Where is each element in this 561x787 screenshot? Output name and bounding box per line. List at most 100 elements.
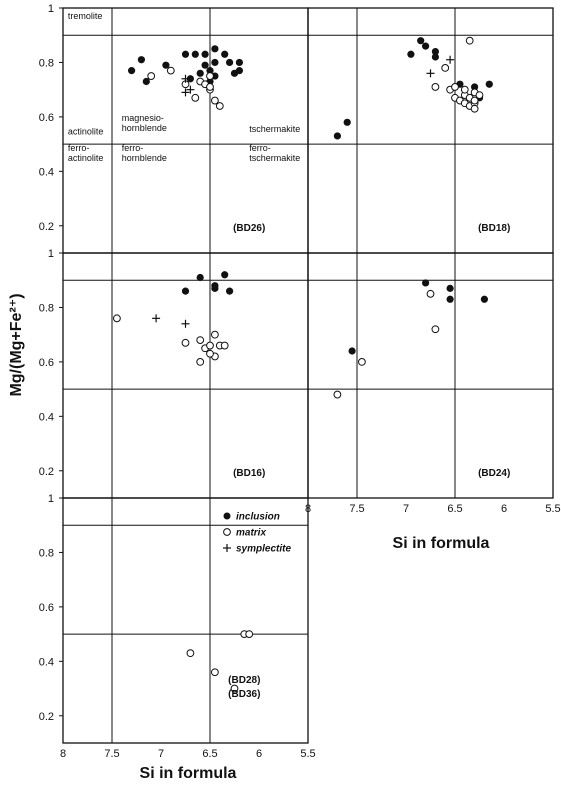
- inclusion-point: [446, 295, 454, 303]
- matrix-point: [196, 336, 205, 345]
- y-tick-label: 1: [48, 3, 54, 15]
- inclusion-point: [211, 284, 219, 292]
- matrix-point: [441, 63, 450, 72]
- inclusion-point: [221, 50, 229, 58]
- matrix-point: [470, 96, 479, 105]
- symplectite-point: [181, 74, 190, 83]
- x-axis-ticks-right: 8 7.5 7 6.5 6 5.5: [305, 503, 561, 515]
- symplectite-point: [181, 319, 190, 328]
- x-tick-label: 7.5: [349, 503, 364, 515]
- inclusion-point: [485, 80, 493, 88]
- field-label: tremolite: [68, 11, 103, 21]
- inclusion-point: [235, 58, 243, 67]
- panel-bd18: (BD18): [307, 7, 554, 254]
- matrix-point: [358, 357, 366, 366]
- x-tick-label: 5.5: [300, 748, 315, 760]
- inclusion-point: [201, 61, 209, 69]
- sample-label: (BD24): [478, 468, 510, 479]
- matrix-point: [426, 289, 435, 298]
- y-tick-label: 0.4: [39, 166, 54, 178]
- inclusion-point: [221, 271, 229, 279]
- field-label: ferro-tschermakite: [249, 143, 300, 163]
- x-tick-label: 8: [60, 748, 66, 760]
- inclusion-point: [431, 47, 439, 56]
- field-label: magnesio-hornblende: [122, 113, 167, 133]
- legend-label: inclusion: [236, 512, 280, 523]
- inclusion-point: [211, 45, 219, 53]
- symplectite-point: [181, 88, 190, 97]
- y-tick-label: 1: [48, 493, 54, 505]
- x-axis-ticks-bottom: 8 7.5 7 6.5 6 5.5: [60, 748, 316, 760]
- panel-bd28bd36: (BD28) (BD36): [62, 497, 309, 744]
- y-tick-label: 0.8: [39, 547, 54, 559]
- inclusion-point: [226, 287, 234, 295]
- sample-label: (BD28) (BD36): [228, 675, 260, 700]
- matrix-point: [196, 357, 205, 366]
- inclusion-point: [417, 37, 425, 45]
- field-label: tschermakite: [249, 124, 300, 134]
- y-tick-label: 0.2: [39, 466, 54, 478]
- x-tick-label: 7: [403, 503, 409, 515]
- symplectite-point: [446, 55, 455, 64]
- matrix-point: [333, 390, 342, 399]
- inclusion-point: [186, 75, 194, 83]
- y-tick-label: 0.6: [39, 112, 54, 124]
- y-tick-label: 1: [48, 248, 54, 260]
- inclusion-point: [480, 295, 488, 303]
- x-axis-title-right: Si in formula: [393, 535, 490, 552]
- inclusion-point: [181, 50, 190, 58]
- legend-marker-inclusion: [223, 512, 231, 520]
- inclusion-point: [348, 347, 356, 355]
- matrix-point: [191, 93, 200, 102]
- inclusion-point: [196, 69, 204, 77]
- inclusion-point: [235, 67, 243, 75]
- inclusion-point: [162, 61, 170, 69]
- inclusion-point: [211, 58, 219, 67]
- y-tick-label: 0.6: [39, 357, 54, 369]
- inclusion-point: [446, 284, 454, 292]
- matrix-point: [186, 649, 195, 658]
- inclusion-point: [422, 279, 430, 287]
- matrix-point: [230, 684, 239, 693]
- field-label: actinolite: [68, 127, 104, 137]
- matrix-point: [211, 330, 219, 339]
- matrix-point: [215, 102, 224, 110]
- legend: inclusion matrix symplectite: [223, 512, 291, 555]
- symplectite-point: [426, 69, 435, 78]
- matrix-point: [113, 314, 121, 323]
- panel-bd26: (BD26): [62, 7, 309, 254]
- inclusion-point: [422, 42, 430, 50]
- matrix-point: [206, 72, 214, 80]
- inclusion-point: [471, 83, 479, 91]
- x-tick-label: 6.5: [202, 748, 217, 760]
- sample-label: (BD18): [478, 223, 510, 234]
- matrix-point: [206, 341, 214, 350]
- matrix-point: [431, 83, 440, 91]
- inclusion-point: [226, 58, 234, 67]
- y-tick-label: 0.2: [39, 221, 54, 233]
- legend-marker-symplectite: [223, 544, 231, 552]
- matrix-point: [147, 72, 156, 80]
- legend-label: matrix: [236, 528, 266, 539]
- symplectite-point: [186, 85, 195, 94]
- inclusion-point: [181, 287, 190, 295]
- inclusion-point: [431, 53, 439, 61]
- matrix-point: [166, 66, 175, 75]
- y-tick-label: 0.4: [39, 656, 54, 668]
- x-tick-label: 6: [501, 503, 507, 515]
- field-label: ferro-hornblende: [122, 143, 167, 163]
- matrix-point: [460, 85, 469, 94]
- x-tick-label: 6: [256, 748, 262, 760]
- matrix-point: [245, 630, 254, 639]
- matrix-point: [206, 83, 214, 91]
- panel-bd16: (BD16): [62, 252, 309, 499]
- inclusion-point: [201, 50, 209, 58]
- panel-frame: [62, 497, 309, 744]
- matrix-point: [206, 349, 214, 358]
- matrix-point: [211, 668, 219, 677]
- y-axis-ticks: 0.2 0.4 0.6 0.8 1 0.2 0.4 0.6 0.8 1 0.2 0.4 0.6 0.8 1: [39, 3, 63, 723]
- inclusion-point: [196, 273, 204, 282]
- inclusion-point: [137, 56, 145, 64]
- legend-label: symplectite: [236, 544, 291, 555]
